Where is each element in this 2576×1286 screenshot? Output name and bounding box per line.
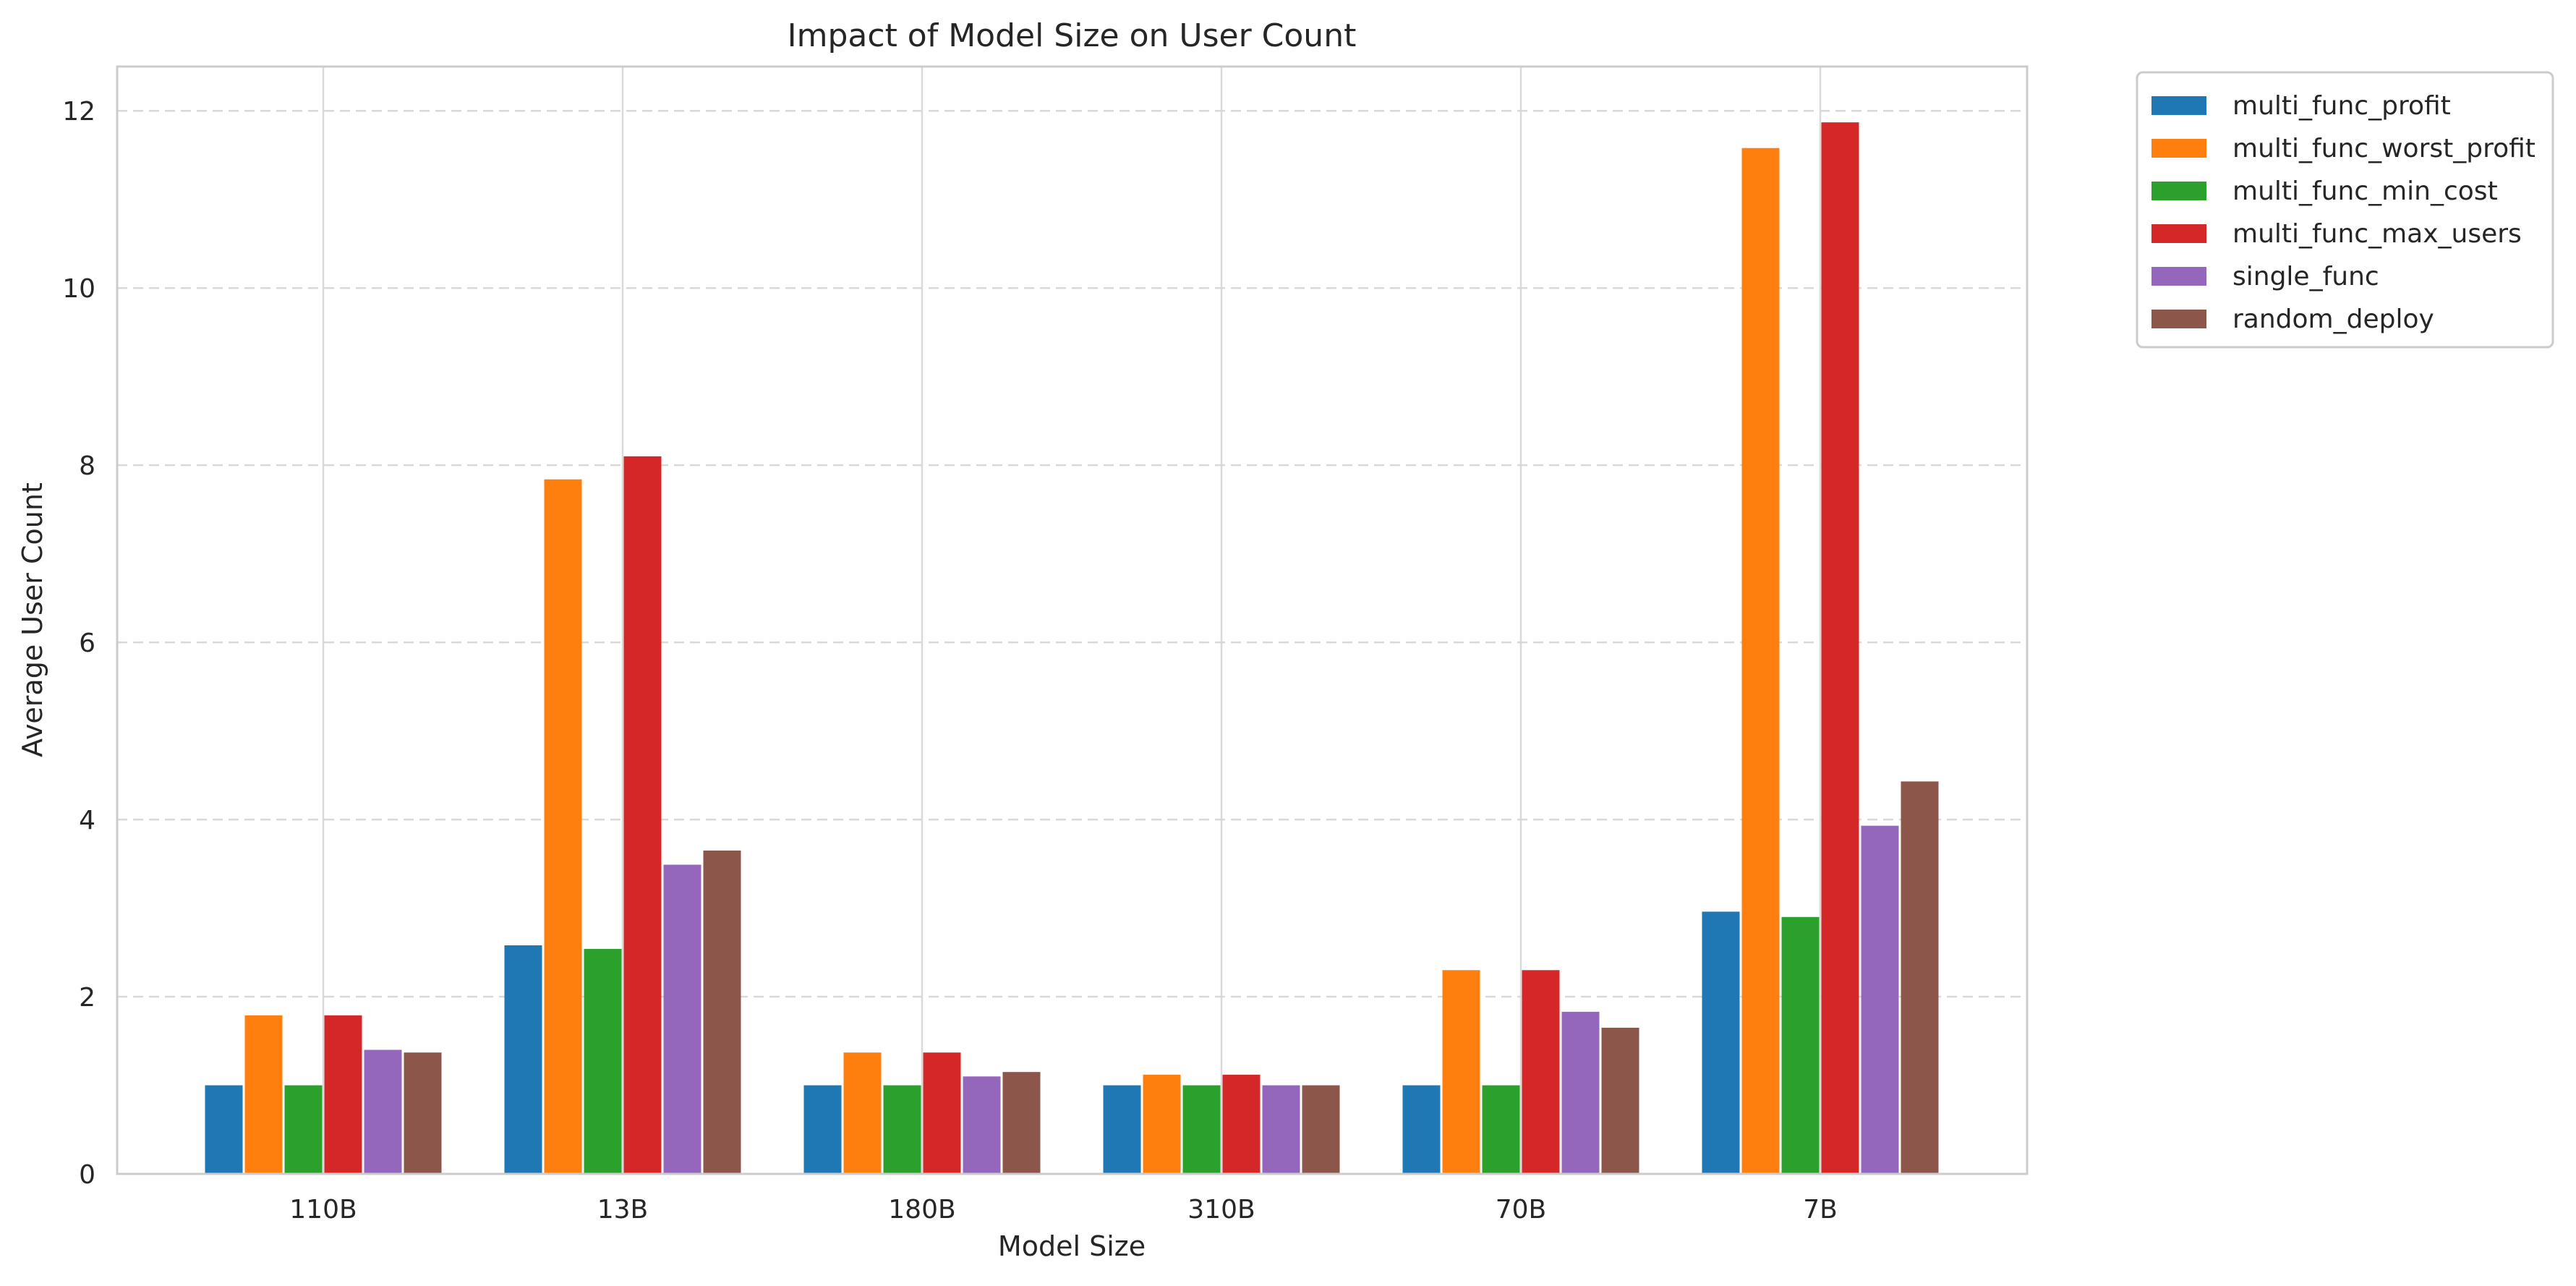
bar-multi_func_profit-110B	[205, 1085, 243, 1174]
legend-item: random_deploy	[2151, 305, 2434, 334]
bar-multi_func_min_cost-13B	[584, 948, 622, 1174]
x-tick-label: 13B	[597, 1195, 649, 1225]
bar-random_deploy-7B	[1901, 781, 1939, 1174]
legend-item: multi_func_profit	[2151, 91, 2451, 121]
bar-single_func-180B	[963, 1076, 1001, 1174]
bar-multi_func_worst_profit-180B	[843, 1052, 882, 1174]
bar-multi_func_max_users-310B	[1222, 1074, 1261, 1174]
legend-box	[2136, 71, 2554, 349]
bar-multi_func_max_users-180B	[923, 1052, 961, 1174]
y-tick-label: 6	[79, 629, 95, 658]
bar-multi_func_min_cost-7B	[1781, 916, 1820, 1174]
bar-random_deploy-13B	[703, 850, 741, 1174]
legend-swatch	[2151, 182, 2206, 200]
bar-multi_func_worst_profit-70B	[1442, 970, 1480, 1174]
bar-multi_func_worst_profit-110B	[244, 1015, 283, 1174]
bar-multi_func_max_users-110B	[324, 1015, 362, 1174]
x-tick-label: 110B	[289, 1195, 357, 1225]
bar-random_deploy-180B	[1002, 1072, 1041, 1174]
bar-single_func-110B	[364, 1049, 402, 1174]
legend-label: multi_func_profit	[2232, 91, 2451, 121]
y-tick-label: 12	[62, 97, 95, 127]
x-axis-label: Model Size	[998, 1230, 1146, 1262]
bars-layer	[205, 122, 1939, 1175]
legend-label: multi_func_max_users	[2232, 219, 2522, 249]
bar-multi_func_min_cost-110B	[284, 1085, 323, 1174]
x-tick-label: 70B	[1496, 1195, 1547, 1225]
bar-multi_func_profit-13B	[504, 945, 542, 1174]
bar-single_func-13B	[663, 864, 701, 1174]
y-tick-label: 10	[62, 274, 95, 304]
y-tick-labels: 0 2 4 6 8 10 12	[62, 97, 95, 1190]
x-tick-label: 180B	[888, 1195, 955, 1225]
bar-random_deploy-310B	[1302, 1085, 1340, 1174]
legend-swatch	[2151, 224, 2206, 243]
bar-multi_func_min_cost-180B	[883, 1085, 921, 1174]
legend-label: single_func	[2232, 262, 2379, 291]
bar-multi_func_profit-70B	[1402, 1085, 1441, 1174]
bar-multi_func_min_cost-310B	[1182, 1085, 1221, 1174]
bar-multi_func_profit-310B	[1103, 1085, 1141, 1174]
legend-swatch	[2151, 139, 2206, 158]
bar-multi_func_worst_profit-310B	[1143, 1074, 1181, 1174]
x-tick-labels: 110B 13B 180B 310B 70B 7B	[289, 1195, 1838, 1225]
legend-swatch	[2151, 310, 2206, 328]
y-tick-label: 8	[79, 451, 95, 481]
legend-item: multi_func_max_users	[2151, 219, 2522, 249]
bar-multi_func_max_users-13B	[623, 456, 662, 1174]
bar-multi_func_profit-180B	[803, 1085, 842, 1174]
plot-frame	[116, 65, 2029, 1175]
legend-swatch	[2151, 267, 2206, 286]
bar-single_func-70B	[1561, 1011, 1600, 1174]
y-tick-label: 0	[79, 1160, 95, 1190]
bar-random_deploy-110B	[404, 1052, 442, 1174]
y-tick-label: 4	[79, 806, 95, 835]
legend-item: multi_func_min_cost	[2151, 176, 2498, 206]
legend-label: multi_func_min_cost	[2232, 176, 2498, 206]
legend-swatch	[2151, 96, 2206, 115]
grid-layer	[117, 67, 2027, 1174]
legend-item: multi_func_worst_profit	[2151, 134, 2536, 163]
bar-multi_func_min_cost-70B	[1482, 1085, 1520, 1174]
x-tick-label: 7B	[1803, 1195, 1838, 1225]
legend-label: multi_func_worst_profit	[2232, 134, 2536, 163]
bar-random_deploy-70B	[1601, 1027, 1639, 1174]
legend-label: random_deploy	[2232, 305, 2434, 334]
bar-single_func-7B	[1861, 825, 1899, 1174]
bar-multi_func_profit-7B	[1702, 911, 1740, 1174]
y-tick-label: 2	[79, 983, 95, 1013]
bar-multi_func_max_users-7B	[1821, 122, 1859, 1175]
chart-title: Impact of Model Size on User Count	[788, 17, 1357, 54]
x-tick-label: 310B	[1187, 1195, 1255, 1225]
y-axis-label: Average User Count	[17, 482, 48, 757]
bar-multi_func_max_users-70B	[1522, 970, 1560, 1174]
legend-item: single_func	[2151, 262, 2379, 291]
legend: multi_func_profit multi_func_worst_profit…	[2136, 71, 2554, 349]
bar-single_func-310B	[1262, 1085, 1300, 1174]
bar-multi_func_worst_profit-13B	[544, 479, 582, 1174]
bar-multi_func_worst_profit-7B	[1741, 148, 1780, 1174]
